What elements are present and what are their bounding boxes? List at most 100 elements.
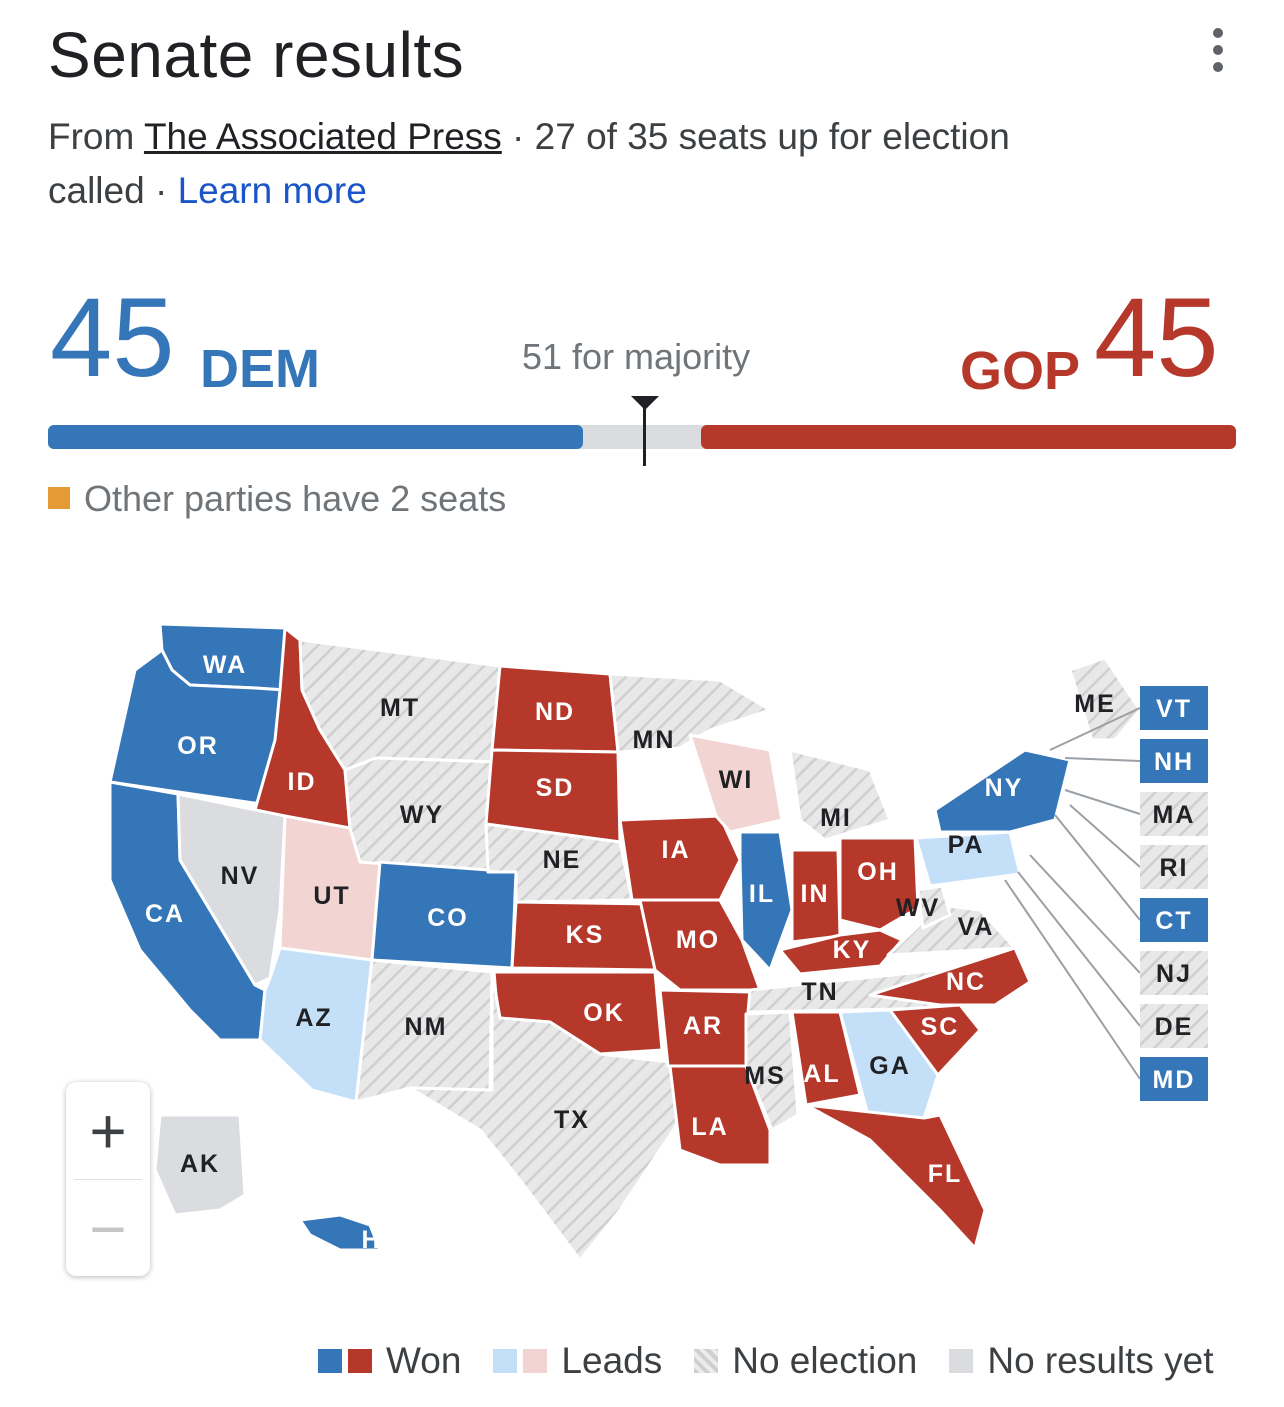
state-label-co: CO [427, 904, 469, 932]
state-me[interactable] [1068, 656, 1142, 742]
callout-label-de: DE [1155, 1013, 1194, 1041]
state-oh[interactable] [838, 836, 920, 932]
state-label-mi: MI [820, 804, 852, 832]
callout-leader-ma [1064, 789, 1141, 815]
state-label-ne: NE [543, 846, 582, 874]
callout-label-nh: NH [1154, 748, 1194, 776]
callout-box-ri[interactable] [1140, 845, 1208, 889]
callout-box-ct[interactable] [1140, 898, 1208, 942]
legend-dem-leads-swatch [493, 1349, 518, 1373]
callout-box-nj[interactable] [1140, 951, 1208, 995]
state-ny[interactable] [933, 748, 1072, 834]
callout-leader-ri [1069, 804, 1141, 868]
legend-no-election-swatch [694, 1349, 719, 1373]
state-label-az: AZ [295, 1004, 332, 1032]
callout-leader-de [1017, 871, 1141, 1027]
state-label-il: IL [749, 880, 775, 908]
dem-seat-count: 45 [50, 275, 175, 400]
state-label-ms: MS [744, 1062, 786, 1090]
state-nc[interactable] [868, 946, 1032, 1007]
state-il[interactable] [738, 830, 794, 972]
majority-label: 51 for majority [522, 336, 751, 377]
legend-leads: Leads [493, 1340, 662, 1382]
us-senate-map[interactable]: WA OR CA ID NV UT AZ MT WY CO NM ND SD NE KS OK TX MN IA MO… [80, 610, 1240, 1270]
dem-label: DEM [200, 339, 320, 399]
legend-won: Won [318, 1340, 461, 1382]
gop-label: GOP [960, 341, 1081, 401]
state-sc[interactable] [888, 1003, 982, 1077]
state-label-wi: WI [719, 766, 754, 794]
state-label-ga: GA [869, 1052, 911, 1080]
callout-leader-vt [1049, 707, 1141, 751]
state-label-mt: MT [380, 694, 420, 722]
state-label-pa: PA [948, 831, 985, 859]
state-hi[interactable] [298, 1213, 382, 1252]
legend-dem-won-swatch [318, 1349, 342, 1373]
state-label-ut: UT [313, 882, 350, 910]
legend-gop-leads-swatch [523, 1349, 548, 1373]
state-label-tx: TX [554, 1106, 590, 1134]
state-label-id: ID [288, 768, 317, 796]
state-fl[interactable] [804, 1103, 987, 1250]
map-legend: Won Leads No election No results yet [318, 1340, 1214, 1382]
zoom-control: + − [66, 1082, 150, 1276]
state-al[interactable] [790, 1010, 862, 1107]
gop-seat-bar [701, 425, 1236, 449]
majority-marker-icon [631, 396, 659, 410]
more-options-icon[interactable] [1198, 28, 1238, 78]
state-ga[interactable] [838, 1008, 940, 1124]
callout-box-md[interactable] [1140, 1057, 1208, 1101]
other-parties-swatch [48, 487, 70, 510]
source-link[interactable]: The Associated Press [143, 116, 502, 157]
zoom-divider [74, 1179, 142, 1180]
state-label-ia: IA [662, 836, 691, 864]
other-parties-text: Other parties have 2 seats [84, 478, 507, 519]
state-label-al: AL [803, 1060, 840, 1088]
callout-box-nh[interactable] [1140, 739, 1208, 783]
callout-box-ma[interactable] [1140, 792, 1208, 836]
callout-box-de[interactable] [1140, 1004, 1208, 1048]
callout-box-vt[interactable] [1140, 686, 1208, 730]
state-label-me: ME [1074, 690, 1116, 718]
learn-more-link[interactable]: Learn more [177, 170, 367, 211]
callout-label-vt: VT [1156, 695, 1192, 723]
state-label-nd: ND [535, 698, 575, 726]
seats-called-summary: · 27 of 35 seats up for election called … [48, 116, 1010, 211]
state-ms[interactable] [744, 1010, 800, 1132]
state-wi[interactable] [688, 733, 784, 834]
state-label-sd: SD [536, 774, 575, 802]
majority-line [643, 408, 646, 466]
state-label-hi: HI [362, 1226, 391, 1254]
state-label-wa: WA [203, 651, 247, 679]
state-ak[interactable] [153, 1113, 247, 1217]
callout-leader-nj [1029, 854, 1141, 974]
state-wv[interactable] [916, 884, 952, 930]
legend-leads-label: Leads [561, 1340, 663, 1381]
state-label-ky: KY [833, 936, 872, 964]
legend-no-election-label: No election [732, 1340, 918, 1381]
state-label-ok: OK [583, 999, 625, 1027]
state-label-sc: SC [921, 1013, 960, 1041]
callout-label-md: MD [1153, 1066, 1196, 1094]
legend-no-results-swatch [949, 1349, 974, 1373]
legend-no-results-label: No results yet [987, 1340, 1214, 1381]
zoom-in-button[interactable]: + [89, 1094, 127, 1167]
state-label-ny: NY [985, 774, 1024, 802]
zoom-out-button[interactable]: − [89, 1192, 127, 1265]
state-tx[interactable] [408, 970, 682, 1262]
callout-label-nj: NJ [1156, 960, 1192, 988]
state-label-nc: NC [946, 968, 986, 996]
state-label-mo: MO [676, 926, 720, 954]
callout-label-ma: MA [1153, 801, 1196, 829]
legend-no-election: No election [694, 1340, 917, 1382]
state-label-wy: WY [400, 801, 444, 829]
state-label-or: OR [177, 732, 219, 760]
state-mi[interactable] [788, 748, 892, 842]
state-label-wv: WV [896, 894, 940, 922]
legend-won-label: Won [386, 1340, 462, 1381]
source-prefix: From [48, 116, 144, 157]
state-label-ak: AK [180, 1150, 220, 1178]
callout-leader-ct [1054, 814, 1141, 921]
state-ia[interactable] [618, 814, 742, 902]
state-label-tn: TN [801, 978, 838, 1006]
